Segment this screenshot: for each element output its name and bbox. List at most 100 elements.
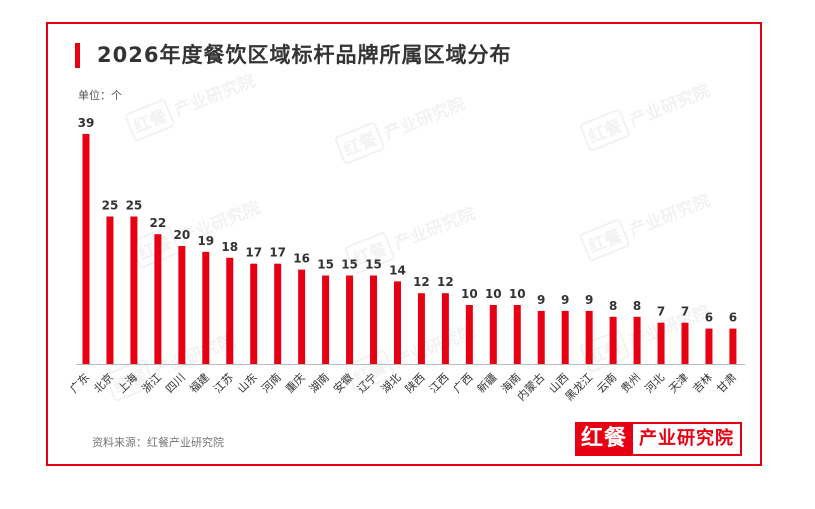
bar (154, 234, 162, 364)
value-label: 22 (150, 216, 167, 230)
watermark-box (344, 350, 395, 393)
bar-series (82, 133, 737, 364)
watermark-box (344, 232, 395, 275)
value-label: 17 (269, 246, 286, 260)
category-label: 内蒙古 (514, 370, 547, 403)
title-accent-bar (75, 43, 80, 68)
logo-brand: 红餐 (575, 422, 634, 456)
category-label: 黑龙江 (563, 371, 596, 404)
bar (250, 263, 258, 364)
watermark: 红餐产业研究院 (579, 301, 713, 373)
bar (489, 305, 497, 364)
value-labels: 39 25 25 22 20 19 18 17 17 16 15 15 15 14 12 12 10 10 10 9 9… (78, 116, 737, 325)
watermark-box (124, 99, 175, 142)
category-label: 天津 (666, 371, 691, 396)
value-label: 12 (413, 275, 430, 289)
value-label: 9 (537, 293, 545, 307)
chart-frame (46, 22, 762, 466)
bar (346, 275, 354, 364)
bar (441, 293, 449, 364)
bar (417, 293, 425, 364)
value-label: 6 (729, 311, 737, 325)
bar (393, 281, 401, 364)
category-label: 河北 (642, 371, 667, 396)
watermark-name: 产业研究院 (626, 190, 713, 241)
bar (705, 328, 713, 364)
watermark-box (579, 109, 630, 152)
watermark-name: 产业研究院 (381, 93, 468, 144)
watermark: 红餐产业研究院 (579, 190, 713, 262)
value-label: 39 (78, 116, 95, 130)
bar (106, 216, 114, 364)
bar (178, 246, 186, 364)
bar (465, 305, 473, 364)
category-label: 贵州 (618, 371, 643, 396)
category-label: 吉林 (690, 370, 715, 395)
category-label: 江苏 (211, 371, 236, 396)
watermark-box (334, 122, 385, 165)
bar (609, 316, 617, 364)
value-label: 12 (437, 275, 454, 289)
value-label: 15 (341, 258, 358, 272)
watermark-box (104, 359, 155, 402)
category-label: 重庆 (282, 370, 307, 395)
bar (226, 257, 234, 364)
value-label: 8 (633, 299, 641, 313)
bar (370, 275, 378, 364)
source-note: 资料来源：红餐产业研究院 (92, 436, 224, 449)
value-label: 10 (485, 287, 502, 301)
bar (322, 275, 330, 364)
unit-label: 单位：个 (78, 89, 122, 102)
bar (513, 305, 521, 364)
bar (681, 322, 689, 364)
bar (657, 322, 665, 364)
value-label: 10 (509, 287, 526, 301)
bar (298, 269, 306, 364)
value-label: 25 (102, 199, 119, 213)
value-label: 17 (245, 246, 262, 260)
watermark-name: 产业研究院 (171, 70, 258, 121)
value-label: 7 (681, 305, 689, 319)
watermark: 红餐产业研究院 (334, 93, 468, 165)
value-label: 6 (705, 311, 713, 325)
bar (82, 133, 90, 364)
watermark: 红餐产业研究院 (579, 80, 713, 152)
category-label: 福建 (186, 370, 211, 395)
value-label: 9 (585, 293, 593, 307)
category-label: 陕西 (402, 370, 427, 395)
value-label: 16 (293, 252, 310, 266)
category-label: 河南 (259, 371, 284, 396)
value-label: 9 (561, 293, 569, 307)
value-label: 10 (461, 287, 478, 301)
watermark-layer: 红餐产业研究院红餐产业研究院红餐产业研究院红餐产业研究院红餐产业研究院红餐产业研… (104, 70, 713, 402)
value-label: 19 (197, 234, 214, 248)
value-label: 20 (173, 228, 190, 242)
category-label: 山东 (235, 371, 260, 396)
bar (633, 316, 641, 364)
value-label: 8 (609, 299, 617, 313)
bar (585, 310, 593, 364)
chart-title: 2026年度餐饮区域标杆品牌所属区域分布 (97, 43, 512, 67)
watermark: 红餐产业研究院 (124, 70, 258, 142)
category-label: 江西 (427, 371, 452, 396)
category-label: 广西 (451, 371, 476, 396)
bar (274, 263, 282, 364)
watermark-box (579, 219, 630, 262)
watermark-name: 产业研究院 (626, 80, 713, 131)
value-label: 15 (317, 258, 334, 272)
bar (729, 328, 737, 364)
value-label: 18 (221, 240, 238, 254)
bar (202, 251, 210, 364)
value-label: 14 (389, 263, 406, 277)
bar (537, 310, 545, 364)
brand-logo: 红餐 产业研究院 (575, 422, 743, 456)
category-label: 云南 (594, 371, 619, 396)
value-label: 7 (657, 305, 665, 319)
bar (130, 216, 138, 364)
value-label: 15 (365, 258, 382, 272)
category-label: 甘肃 (714, 371, 739, 396)
watermark-name: 产业研究院 (391, 203, 478, 254)
bar (561, 310, 569, 364)
category-label: 湖南 (307, 371, 332, 396)
